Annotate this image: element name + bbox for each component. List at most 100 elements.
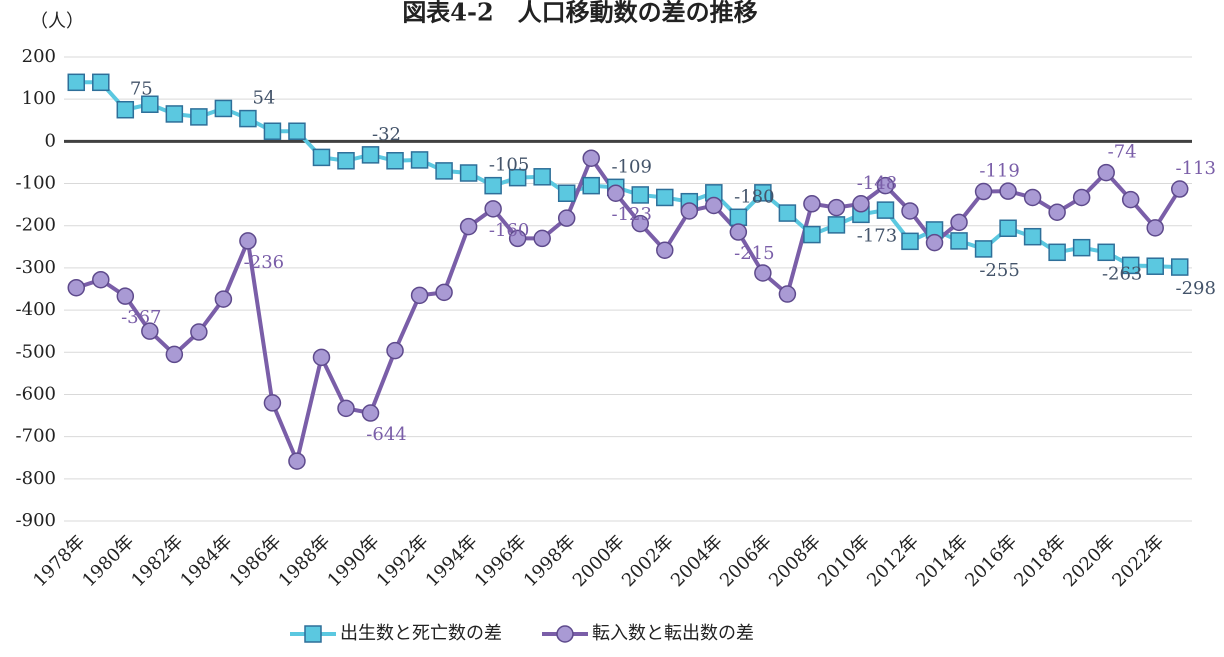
marker [1023,227,1042,246]
y-axis-label: （人） [30,11,84,32]
y-tick-label: -400 [16,299,56,320]
marker [1072,188,1091,207]
y-tick-label: 100 [22,88,56,109]
y-tick-label: -600 [16,383,56,404]
marker [288,452,306,470]
marker [141,95,159,113]
data-label: -367 [121,307,161,328]
marker [729,223,748,241]
marker [582,149,600,167]
marker [141,322,159,340]
data-label: -160 [489,220,529,241]
y-tick-label: -300 [16,257,56,278]
marker [606,184,625,202]
marker [92,73,110,92]
marker [680,202,699,220]
marker [410,286,429,305]
data-label: -74 [1108,142,1137,163]
x-tick-label: 2004年 [667,531,727,591]
marker [1072,238,1091,257]
marker [459,217,478,236]
data-label: -298 [1176,278,1216,299]
marker [288,122,306,140]
x-tick-label: 2000年 [569,531,629,591]
marker [508,229,527,248]
marker [116,100,135,119]
x-tick-label: 1998年 [520,531,580,591]
marker [239,109,257,128]
x-tick-label: 2008年 [765,531,825,591]
marker [582,176,600,195]
chart-title: 図表4-2 人口移動数の差の推移 [402,0,757,27]
y-tick-label: -800 [16,468,56,489]
marker [852,195,870,213]
marker [901,232,919,251]
marker [656,188,674,207]
legend-label: 出生数と死亡数の差 [340,623,502,644]
marker [337,152,355,170]
data-label: -644 [366,424,406,445]
y-tick-label: 200 [22,46,56,67]
marker [876,176,895,195]
y-tick-label: 0 [45,130,56,151]
marker [410,151,429,169]
x-tick-label: 2022年 [1108,531,1168,591]
marker [729,208,748,227]
x-tick-label: 2014年 [912,531,972,591]
marker [974,240,993,258]
x-tick-label: 1984年 [176,531,236,591]
x-tick-label: 2018年 [1010,531,1070,591]
marker [263,122,282,140]
x-tick-label: 1992年 [373,531,433,591]
marker [312,148,331,167]
data-label: -105 [489,155,529,176]
marker [950,213,968,232]
marker [1023,188,1042,207]
marker [484,176,502,195]
marker [165,345,184,364]
data-label: 54 [252,88,275,109]
series-line [76,80,1180,270]
marker [754,184,772,202]
data-label: -123 [612,204,652,225]
marker [1048,203,1066,221]
marker [827,198,846,217]
marker [67,278,86,297]
marker [190,108,208,126]
data-label: 75 [130,79,153,100]
x-tick-label: 1990年 [324,531,384,591]
marker [1048,243,1066,262]
marker [165,105,184,123]
data-label: -32 [372,124,401,145]
marker [557,184,576,202]
x-tick-label: 1978年 [29,531,89,591]
y-tick-label: -500 [16,341,56,362]
marker [1121,256,1140,275]
x-tick-label: 2020年 [1059,531,1119,591]
data-label: -255 [979,260,1019,281]
marker [533,229,551,248]
marker [263,394,282,412]
data-label: -215 [734,243,774,264]
marker [214,290,233,308]
marker [1146,257,1164,275]
marker [1097,163,1115,182]
x-tick-label: 1986年 [226,531,286,591]
marker [435,283,453,302]
marker [827,216,846,234]
marker [631,214,650,233]
marker [901,202,919,220]
marker [1170,180,1189,198]
marker [190,323,208,341]
y-tick-label: -100 [16,173,56,194]
marker [999,219,1017,238]
x-tick-label: 1988年 [275,531,335,591]
marker [754,264,772,282]
marker [312,348,331,367]
marker [533,168,551,186]
data-label: -148 [857,173,897,194]
y-tick-label: -900 [16,510,56,531]
marker [1146,219,1164,237]
marker [337,399,355,418]
